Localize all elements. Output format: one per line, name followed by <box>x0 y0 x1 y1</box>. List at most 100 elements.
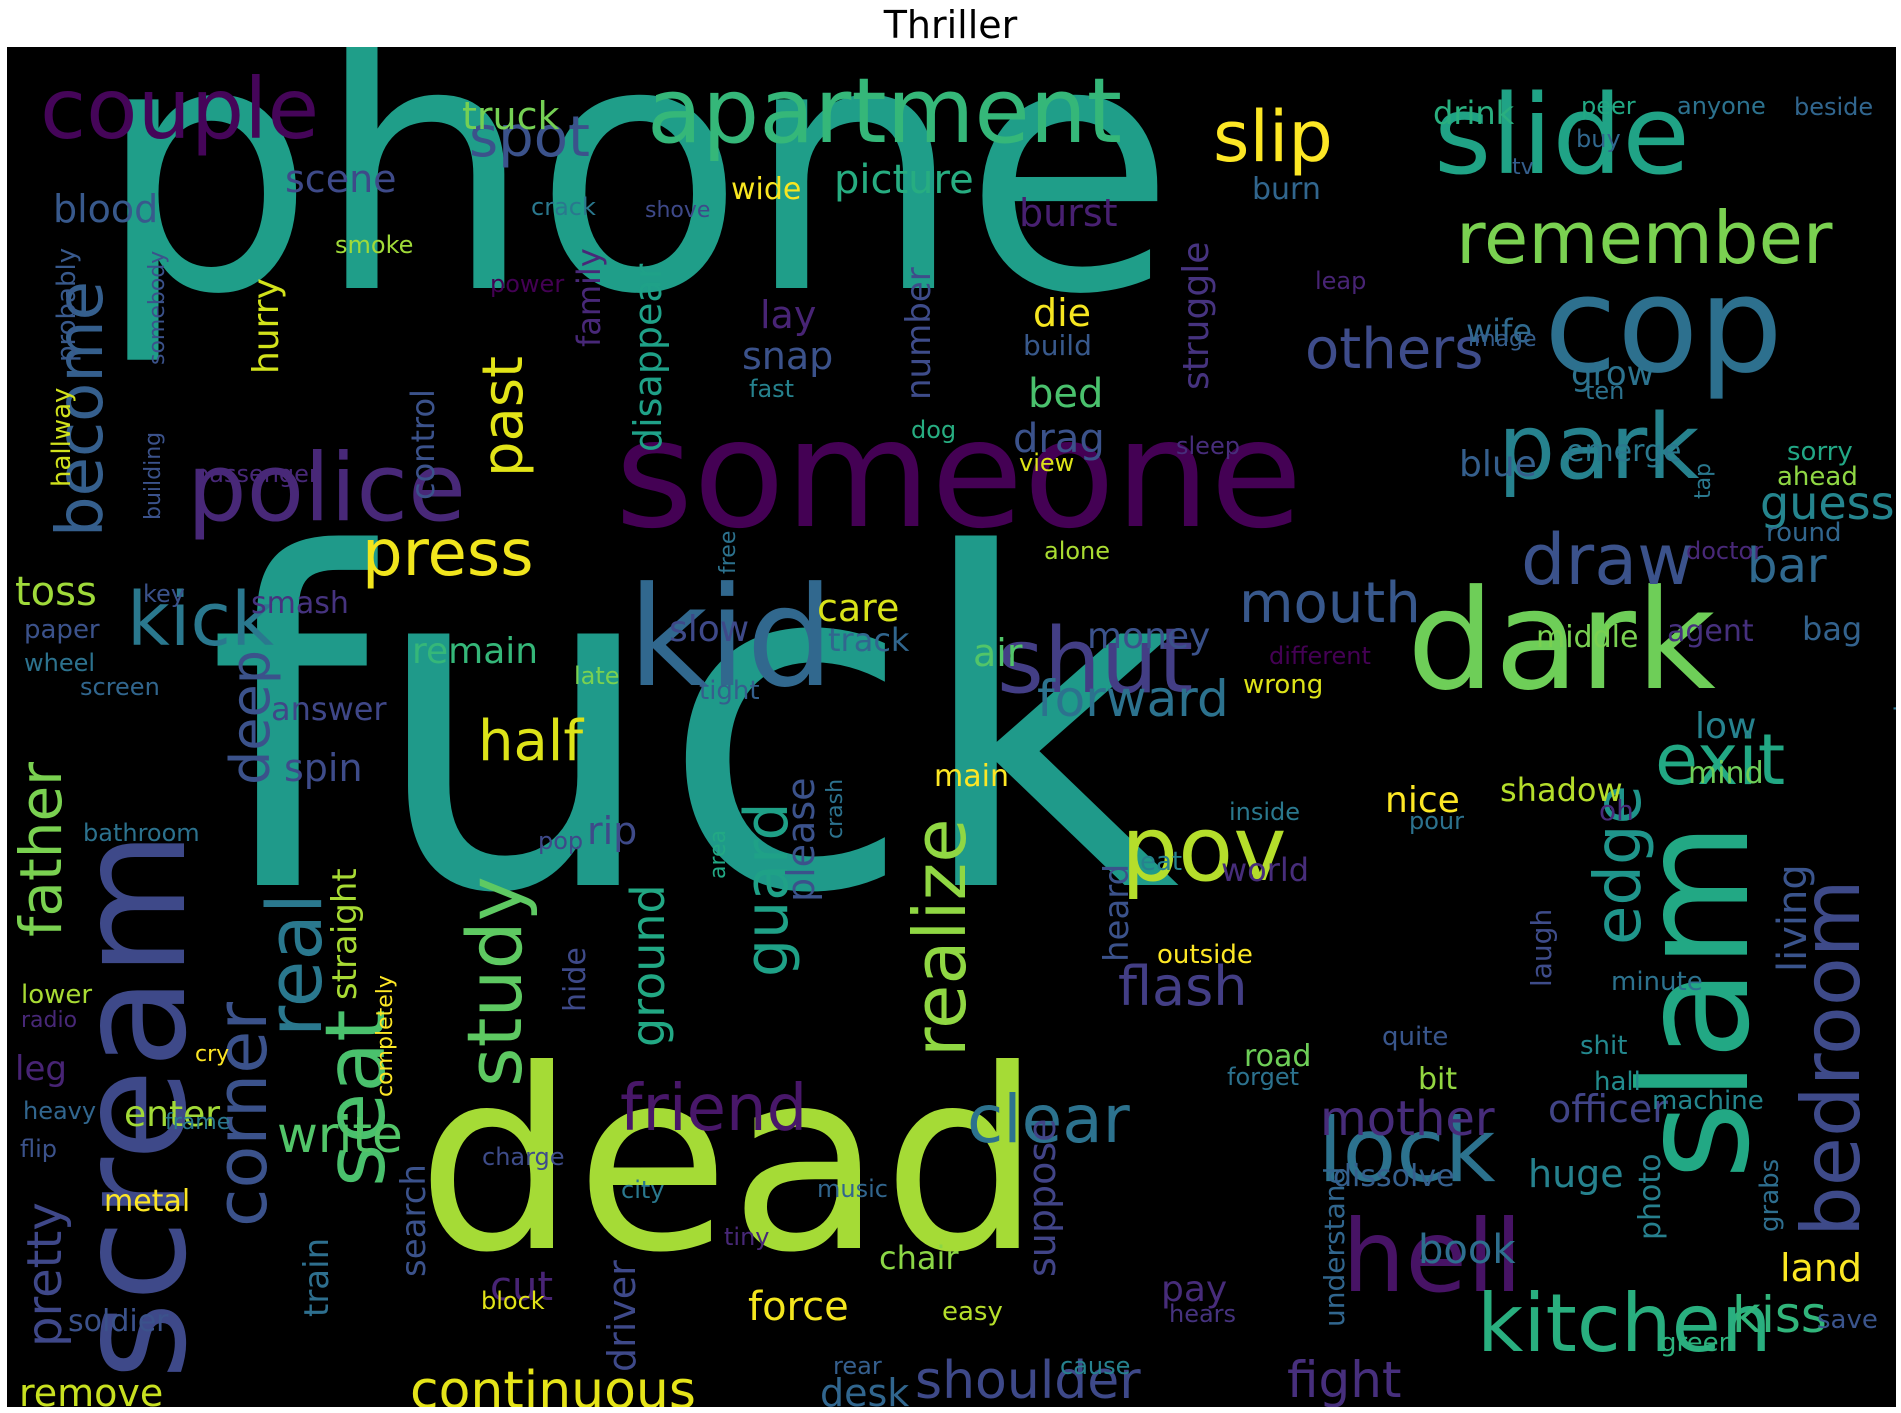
word-blood: blood <box>53 187 159 231</box>
word-paper: paper <box>24 615 100 645</box>
word-metal: metal <box>104 1184 191 1219</box>
word-hallway: hallway <box>47 387 77 487</box>
word-fast: fast <box>749 375 795 403</box>
word-grow: grow <box>1571 354 1655 394</box>
word-frame: frame <box>165 1110 231 1135</box>
word-green: green <box>1660 1328 1736 1358</box>
word-money: money <box>1087 616 1211 657</box>
word-someone: someone <box>615 388 1303 562</box>
word-somebody: somebody <box>145 250 170 365</box>
word-exit: exit <box>1655 719 1786 801</box>
word-living: living <box>1770 864 1816 972</box>
word-building: building <box>141 431 166 520</box>
word-shove: shove <box>645 198 711 223</box>
word-toss: toss <box>15 569 97 615</box>
word-bathroom: bathroom <box>83 819 200 847</box>
word-scene: scene <box>285 157 397 201</box>
wordcloud-words: phone fuck dead someone scream slam dark kid cop… <box>7 47 1896 1407</box>
word-clear: clear <box>967 1081 1130 1158</box>
word-save: save <box>1817 1305 1878 1335</box>
word-ground: ground <box>621 884 675 1047</box>
word-inside: inside <box>1229 798 1301 826</box>
word-probably: probably <box>52 247 82 362</box>
word-middle: middle <box>1536 620 1639 655</box>
word-air: air <box>973 631 1023 675</box>
word-burn: burn <box>1252 172 1321 207</box>
word-pop: pop <box>538 827 584 855</box>
word-shoulder: shoulder <box>915 1351 1141 1407</box>
word-pour: pour <box>1409 807 1464 835</box>
word-die: die <box>1033 291 1092 335</box>
word-desk: desk <box>820 1371 910 1407</box>
word-remain: remain <box>412 631 539 672</box>
word-rear: rear <box>833 1352 882 1380</box>
word-cut: cut <box>490 1264 554 1310</box>
word-ahead: ahead <box>1777 462 1858 492</box>
word-flip: flip <box>20 1135 58 1163</box>
word-phone: phone <box>96 47 1176 370</box>
word-care: care <box>817 586 900 630</box>
word-key: key <box>143 580 186 608</box>
word-wife: wife <box>1466 312 1533 350</box>
word-tiny: tiny <box>724 1223 770 1251</box>
word-number: number <box>899 267 939 400</box>
word-chair: chair <box>879 1239 959 1277</box>
word-ten: ten <box>1585 377 1625 405</box>
word-laugh: laugh <box>1525 908 1558 987</box>
word-slide: slide <box>1434 71 1690 199</box>
word-force: force <box>748 1284 849 1330</box>
word-guess: guess <box>1760 476 1895 530</box>
word-hide: hide <box>558 947 593 1012</box>
word-easy: easy <box>942 1297 1003 1327</box>
word-buy: buy <box>1576 125 1621 153</box>
word-leg: leg <box>15 1049 67 1089</box>
word-machine: machine <box>1652 1086 1764 1116</box>
word-image: image <box>1468 327 1537 352</box>
word-city: city <box>621 1176 665 1204</box>
word-dark: dark <box>1407 560 1716 721</box>
word-suppose: suppose <box>1020 1118 1064 1277</box>
word-friend: friend <box>620 1072 808 1146</box>
word-remember: remember <box>1456 196 1833 280</box>
word-forward: forward <box>1037 670 1229 728</box>
word-charge: charge <box>482 1143 565 1171</box>
word-answer: answer <box>271 690 387 728</box>
word-kid: kid <box>628 557 834 718</box>
word-slip: slip <box>1213 96 1333 178</box>
word-cry: cry <box>195 1042 230 1067</box>
word-smash: smash <box>251 586 349 621</box>
word-shadow: shadow <box>1500 771 1623 809</box>
word-peer: peer <box>1581 92 1636 120</box>
word-mother: mother <box>1320 1091 1495 1147</box>
word-lay: lay <box>760 293 817 337</box>
word-power: power <box>490 270 565 298</box>
word-control: control <box>404 389 442 500</box>
word-block: block <box>481 1287 545 1315</box>
word-hears: hears <box>1169 1300 1237 1328</box>
word-struggle: struggle <box>1176 241 1217 390</box>
word-lower: lower <box>21 980 93 1010</box>
word-build: build <box>1023 329 1092 362</box>
word-anyone: anyone <box>1677 92 1766 120</box>
word-book: book <box>1418 1227 1516 1273</box>
word-continuous: continuous <box>410 1361 696 1407</box>
word-wrong: wrong <box>1243 670 1324 700</box>
word-hell: hell <box>1342 1198 1523 1315</box>
word-main: main <box>934 759 1009 794</box>
word-late: late <box>574 662 620 690</box>
word-search: search <box>394 1164 434 1277</box>
word-low: low <box>1695 706 1757 747</box>
word-tap: tap <box>1691 462 1716 499</box>
word-land: land <box>1780 1246 1863 1290</box>
word-pov: pov <box>1121 797 1287 902</box>
word-agent: agent <box>1667 614 1754 649</box>
word-bar: bar <box>1747 538 1827 594</box>
word-tight: tight <box>699 676 760 706</box>
word-family: family <box>570 248 608 347</box>
word-others: others <box>1305 317 1484 382</box>
word-mind: mind <box>1688 756 1764 791</box>
word-realize: realize <box>898 818 982 1057</box>
word-photo: photo <box>1633 1153 1668 1240</box>
word-area: area <box>706 829 731 879</box>
word-burst: burst <box>1019 191 1118 235</box>
